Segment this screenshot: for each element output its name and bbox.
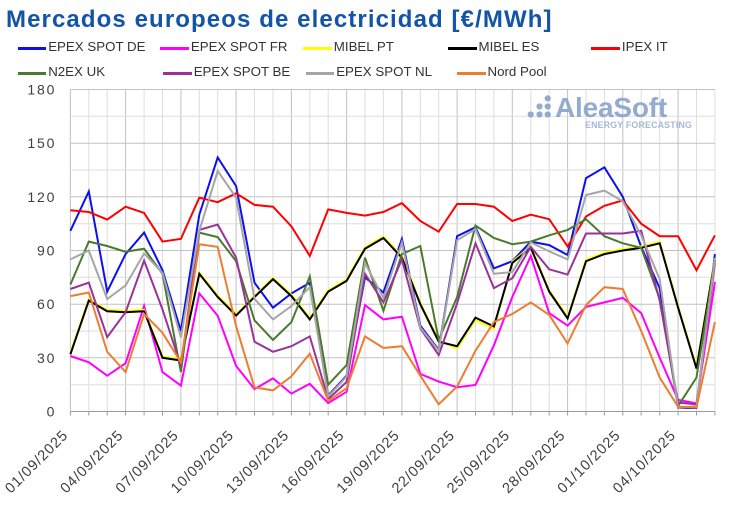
svg-text:150: 150	[27, 135, 56, 151]
svg-text:120: 120	[27, 189, 56, 205]
svg-text:AleaSoft: AleaSoft	[555, 92, 667, 123]
svg-text:0: 0	[47, 404, 57, 420]
svg-text:30: 30	[37, 350, 56, 366]
svg-text:90: 90	[37, 243, 56, 259]
svg-text:ENERGY FORECASTING: ENERGY FORECASTING	[585, 120, 692, 130]
svg-text:60: 60	[37, 296, 56, 312]
svg-text:180: 180	[27, 82, 56, 98]
